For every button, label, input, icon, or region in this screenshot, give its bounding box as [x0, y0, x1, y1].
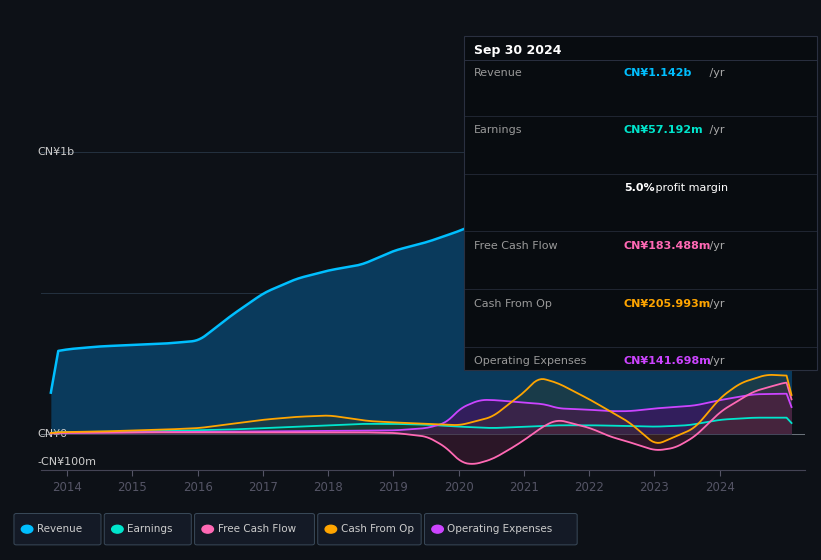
Text: Sep 30 2024: Sep 30 2024: [474, 44, 562, 57]
Text: CN¥1.142b: CN¥1.142b: [624, 68, 692, 78]
Text: CN¥141.698m: CN¥141.698m: [624, 356, 712, 366]
Text: CN¥1b: CN¥1b: [37, 147, 75, 157]
Text: Earnings: Earnings: [127, 524, 172, 534]
Text: /yr: /yr: [706, 356, 725, 366]
Text: Free Cash Flow: Free Cash Flow: [474, 241, 557, 251]
Text: CN¥205.993m: CN¥205.993m: [624, 298, 711, 309]
Text: Free Cash Flow: Free Cash Flow: [218, 524, 296, 534]
Text: Cash From Op: Cash From Op: [474, 298, 552, 309]
Text: /yr: /yr: [706, 241, 725, 251]
Text: -CN¥100m: -CN¥100m: [37, 457, 96, 467]
Text: /yr: /yr: [706, 125, 725, 136]
Text: CN¥0: CN¥0: [37, 429, 67, 438]
Text: Revenue: Revenue: [37, 524, 82, 534]
Text: CN¥183.488m: CN¥183.488m: [624, 241, 711, 251]
Text: 5.0%: 5.0%: [624, 183, 654, 193]
Text: Operating Expenses: Operating Expenses: [474, 356, 586, 366]
Text: Cash From Op: Cash From Op: [341, 524, 414, 534]
Text: /yr: /yr: [706, 68, 725, 78]
Text: CN¥57.192m: CN¥57.192m: [624, 125, 704, 136]
Text: Earnings: Earnings: [474, 125, 522, 136]
Text: Operating Expenses: Operating Expenses: [447, 524, 553, 534]
Text: Revenue: Revenue: [474, 68, 522, 78]
Text: profit margin: profit margin: [652, 183, 728, 193]
Text: /yr: /yr: [706, 298, 725, 309]
